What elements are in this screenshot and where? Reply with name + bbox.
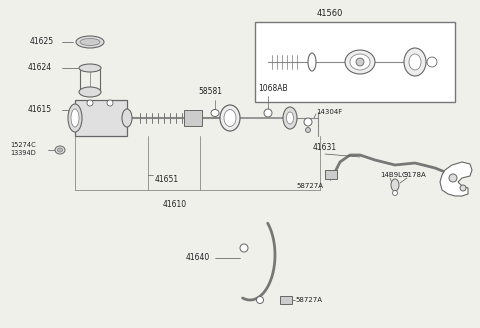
Ellipse shape bbox=[393, 191, 397, 195]
Ellipse shape bbox=[240, 244, 248, 252]
Text: 41624: 41624 bbox=[28, 64, 52, 72]
Ellipse shape bbox=[304, 118, 312, 126]
Bar bbox=[184, 110, 202, 126]
Ellipse shape bbox=[305, 128, 311, 133]
Ellipse shape bbox=[283, 107, 297, 129]
Text: 41615: 41615 bbox=[28, 106, 52, 114]
Ellipse shape bbox=[409, 54, 421, 70]
Bar bbox=[280, 296, 292, 304]
Ellipse shape bbox=[55, 146, 65, 154]
Ellipse shape bbox=[391, 179, 399, 191]
Ellipse shape bbox=[79, 64, 101, 72]
Ellipse shape bbox=[224, 110, 236, 127]
Text: 41631: 41631 bbox=[313, 143, 337, 152]
Text: 13394D: 13394D bbox=[10, 150, 36, 156]
Ellipse shape bbox=[71, 109, 79, 127]
Polygon shape bbox=[440, 162, 472, 196]
Ellipse shape bbox=[308, 53, 316, 71]
Text: 58581: 58581 bbox=[198, 87, 222, 96]
Ellipse shape bbox=[356, 58, 364, 66]
Text: 41625: 41625 bbox=[30, 37, 54, 47]
Ellipse shape bbox=[404, 48, 426, 76]
Ellipse shape bbox=[58, 148, 62, 152]
Ellipse shape bbox=[256, 297, 264, 303]
Text: 41560: 41560 bbox=[317, 9, 343, 18]
Ellipse shape bbox=[264, 109, 272, 117]
Text: 41610: 41610 bbox=[163, 200, 187, 209]
Ellipse shape bbox=[68, 104, 82, 132]
Text: 9178A: 9178A bbox=[403, 172, 426, 178]
Ellipse shape bbox=[211, 110, 219, 116]
Ellipse shape bbox=[107, 100, 113, 106]
Ellipse shape bbox=[76, 36, 104, 48]
Text: 41640: 41640 bbox=[186, 254, 210, 262]
Ellipse shape bbox=[287, 112, 293, 124]
Text: 1068AB: 1068AB bbox=[258, 84, 288, 93]
Ellipse shape bbox=[350, 54, 370, 70]
Text: 41651: 41651 bbox=[155, 175, 179, 184]
Text: 15274C: 15274C bbox=[10, 142, 36, 148]
Text: 58727A: 58727A bbox=[295, 297, 322, 303]
Ellipse shape bbox=[427, 57, 437, 67]
Ellipse shape bbox=[449, 174, 457, 182]
Ellipse shape bbox=[220, 105, 240, 131]
Bar bbox=[325, 170, 337, 179]
Text: 58727A: 58727A bbox=[297, 183, 324, 189]
Ellipse shape bbox=[87, 100, 93, 106]
Ellipse shape bbox=[122, 109, 132, 127]
Text: 14B9LC: 14B9LC bbox=[380, 172, 407, 178]
Text: 14304F: 14304F bbox=[316, 109, 342, 115]
Ellipse shape bbox=[79, 87, 101, 97]
Ellipse shape bbox=[345, 50, 375, 74]
Ellipse shape bbox=[80, 38, 100, 46]
Bar bbox=[75, 100, 127, 136]
Bar bbox=[255, 22, 455, 102]
Ellipse shape bbox=[460, 185, 466, 191]
